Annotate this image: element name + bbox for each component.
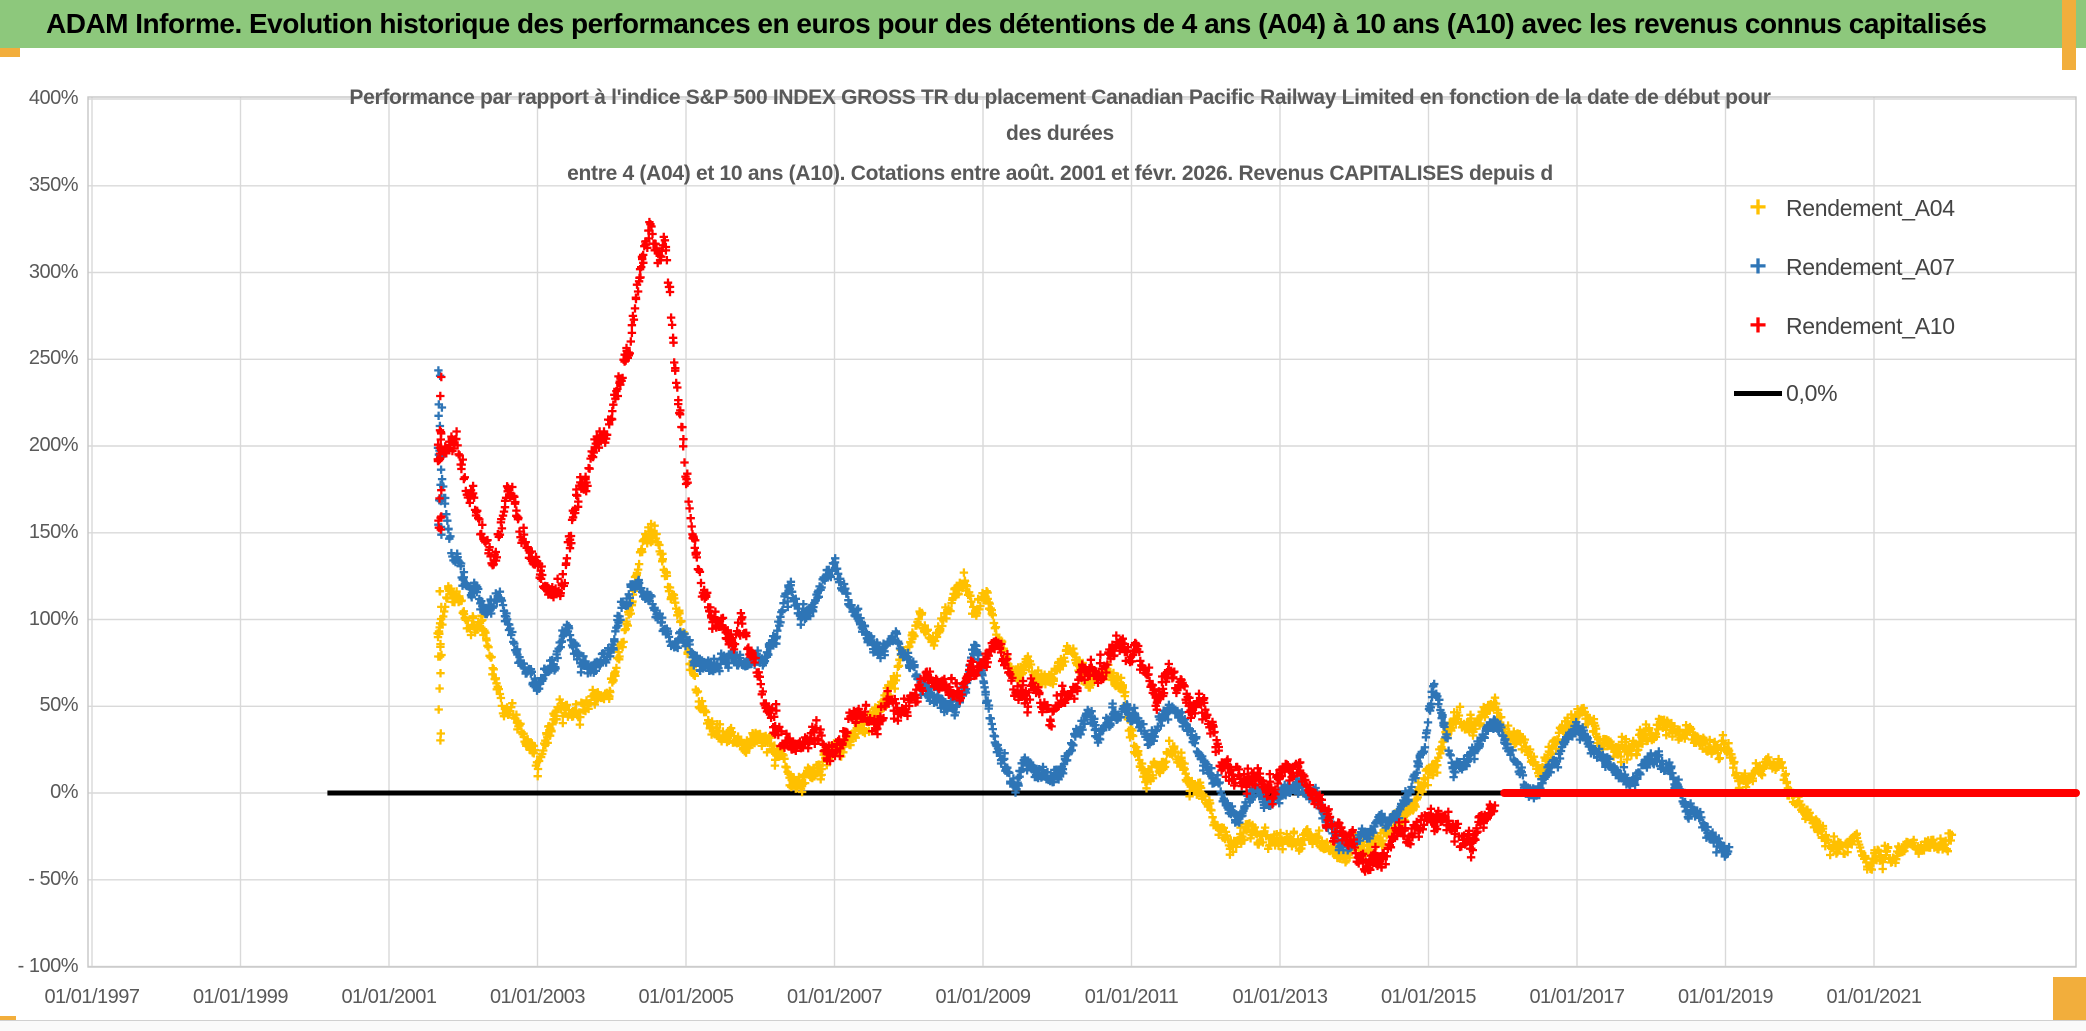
report-title-banner: ADAM Informe. Evolution historique des p… xyxy=(0,0,2086,48)
legend-label: 0,0% xyxy=(1786,379,1838,406)
legend-label: Rendement_A10 xyxy=(1786,312,1955,339)
bottom-margin xyxy=(0,1021,2086,1031)
series-Rendement_A04 xyxy=(433,519,1957,874)
x-tick-label: 01/01/2019 xyxy=(1677,986,1774,1008)
x-tick-label: 01/01/1999 xyxy=(192,986,289,1008)
y-tick-label: 100% xyxy=(28,607,79,630)
chart-title-line-1: Performance par rapport à l'indice S&P 5… xyxy=(349,86,1771,109)
frame-accent-top-right xyxy=(2062,0,2076,70)
series-Rendement_A10 xyxy=(433,217,1500,876)
frame-accent-top-left xyxy=(0,48,20,57)
x-tick-label: 01/01/2021 xyxy=(1826,986,1922,1008)
x-tick-label: 01/01/2015 xyxy=(1380,986,1477,1008)
frame-accent-bottom-right xyxy=(2053,977,2086,1022)
chart-title-line-2: des durées xyxy=(1006,122,1114,145)
y-tick-label: - 100% xyxy=(17,954,79,977)
x-tick-label: 01/01/1997 xyxy=(44,986,140,1008)
legend-label: Rendement_A04 xyxy=(1786,194,1955,221)
legend-item-rendement-a10: + Rendement_A10 xyxy=(1730,310,1955,342)
plot-border xyxy=(87,96,2077,968)
legend-item-0-0-: 0,0% xyxy=(1730,377,1838,409)
y-tick-label: 50% xyxy=(39,694,78,717)
y-tick-label: 150% xyxy=(28,520,79,543)
x-tick-label: 01/01/2009 xyxy=(935,986,1031,1008)
legend-plus-marker-icon: + xyxy=(1749,309,1767,342)
y-tick-label: 250% xyxy=(28,347,79,370)
x-tick-label: 01/01/2017 xyxy=(1529,986,1625,1008)
legend-plus-marker-icon: + xyxy=(1749,250,1767,283)
report-title: ADAM Informe. Evolution historique des p… xyxy=(46,8,1987,39)
chart-title-line-3: entre 4 (A04) et 10 ans (A10). Cotations… xyxy=(567,162,1553,185)
y-tick-label: 350% xyxy=(28,173,79,196)
x-tick-label: 01/01/2007 xyxy=(786,986,883,1008)
y-tick-label: 400% xyxy=(28,87,79,109)
x-tick-label: 01/01/2001 xyxy=(341,986,437,1008)
legend-label: Rendement_A07 xyxy=(1786,253,1955,280)
x-tick-label: 01/01/2003 xyxy=(489,986,586,1008)
legend-item-rendement-a07: + Rendement_A07 xyxy=(1730,251,1955,283)
y-tick-label: 200% xyxy=(28,434,79,456)
y-tick-label: - 50% xyxy=(28,867,78,890)
y-tick-label: 0% xyxy=(50,781,78,803)
x-tick-label: 01/01/2013 xyxy=(1232,986,1328,1008)
legend-plus-marker-icon: + xyxy=(1749,191,1767,224)
bottom-divider xyxy=(0,1020,2086,1021)
legend-item-rendement-a04: + Rendement_A04 xyxy=(1730,192,1955,224)
x-tick-label: 01/01/2005 xyxy=(638,986,734,1008)
x-tick-label: 01/01/2011 xyxy=(1084,986,1179,1008)
legend-line-marker-icon xyxy=(1734,390,1782,396)
y-tick-label: 300% xyxy=(28,260,79,283)
